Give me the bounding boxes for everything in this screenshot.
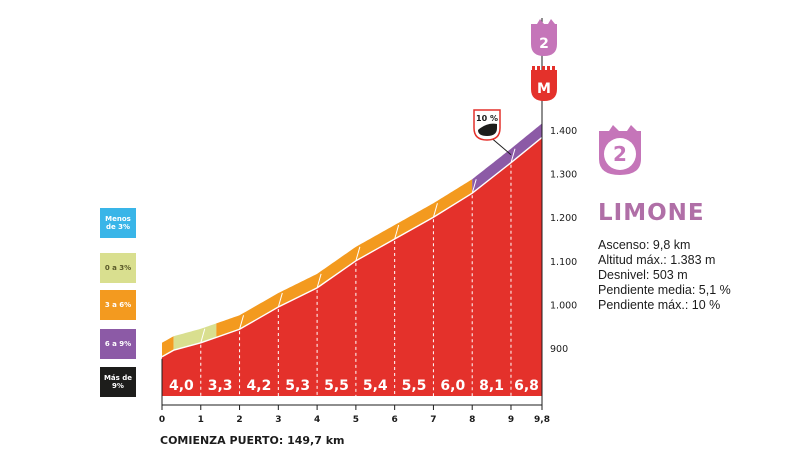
segment-gradient-label: 8,1 xyxy=(479,378,504,394)
y-tick-label: 1.000 xyxy=(550,300,577,311)
climb-name: LIMONE xyxy=(598,200,705,226)
segment-gradient-label: 6,8 xyxy=(514,378,539,394)
category-marker-number: 2 xyxy=(539,36,549,52)
summit-marker-crenel xyxy=(532,66,535,70)
band-separator xyxy=(394,224,400,240)
band-separator xyxy=(200,328,206,343)
gradient-band xyxy=(472,123,542,194)
y-tick-label: 1.300 xyxy=(550,170,577,181)
legend-item: Menos de 3% xyxy=(100,208,136,238)
summit-marker-crenel xyxy=(542,66,545,70)
band-separator xyxy=(239,315,245,330)
segment-gradient-label: 6,0 xyxy=(440,378,465,394)
segment-gradient-label: 5,5 xyxy=(324,378,349,394)
stat-average-gradient: Pendiente media: 5,1 % xyxy=(598,283,731,297)
summit-marker-crenel xyxy=(537,66,540,70)
category-2-badge-icon: 2 xyxy=(599,125,641,175)
gradient-band xyxy=(216,179,473,338)
profile-area xyxy=(162,137,542,396)
x-tick-label: 3 xyxy=(275,415,281,425)
x-tick-label: 0 xyxy=(159,415,165,425)
segment-gradient-label: 3,3 xyxy=(208,378,233,394)
legend-item: 0 a 3% xyxy=(100,253,136,283)
stat-max-gradient: Pendiente máx.: 10 % xyxy=(598,298,721,312)
x-tick-label: 2 xyxy=(236,415,242,425)
stat-elevation-gain: Desnivel: 503 m xyxy=(598,268,688,282)
climb-start-label: COMIENZA PUERTO: 149,7 km xyxy=(160,434,345,447)
summit-marker-crenel xyxy=(552,66,555,70)
band-separator xyxy=(355,246,361,261)
x-tick-label: 8 xyxy=(469,415,475,425)
band-separator xyxy=(471,179,477,194)
legend-item: 6 a 9% xyxy=(100,329,136,359)
segment-gradient-label: 4,2 xyxy=(247,378,272,394)
legend-item: 3 a 6% xyxy=(100,290,136,320)
profile-edge xyxy=(161,136,543,358)
x-tick-label: 6 xyxy=(392,415,398,425)
y-tick-label: 1.100 xyxy=(550,257,577,268)
stat-max-altitude: Altitud máx.: 1.383 m xyxy=(598,253,716,267)
summit-marker-icon xyxy=(531,70,557,101)
x-tick-label: 9,8 xyxy=(534,415,550,425)
y-tick-label: 900 xyxy=(550,344,568,355)
stat-ascent: Ascenso: 9,8 km xyxy=(598,238,691,252)
x-tick-label: 5 xyxy=(353,415,359,425)
summit-marker-crenel xyxy=(547,66,550,70)
band-separator xyxy=(316,273,322,288)
category-number: 2 xyxy=(613,142,627,166)
max-gradient-label: 10 % xyxy=(476,114,498,123)
gradient-band xyxy=(173,323,217,351)
legend-item: Más de 9% xyxy=(100,367,136,397)
band-separator xyxy=(277,292,283,308)
x-tick-label: 4 xyxy=(314,415,320,425)
max-gradient-slope-icon xyxy=(478,123,497,136)
y-tick-label: 1.200 xyxy=(550,213,577,224)
segment-gradient-label: 5,3 xyxy=(285,378,310,394)
band-separator xyxy=(432,203,438,218)
x-tick-label: 9 xyxy=(508,415,514,425)
segment-gradient-label: 5,4 xyxy=(363,378,388,394)
x-tick-label: 1 xyxy=(198,415,204,425)
x-tick-label: 7 xyxy=(430,415,436,425)
band-separator xyxy=(510,148,516,163)
summit-marker-letter: M xyxy=(537,81,551,97)
segment-gradient-label: 5,5 xyxy=(402,378,427,394)
segment-gradient-label: 4,0 xyxy=(169,378,194,394)
y-tick-label: 1.400 xyxy=(550,126,577,137)
category-marker-icon xyxy=(531,19,557,56)
